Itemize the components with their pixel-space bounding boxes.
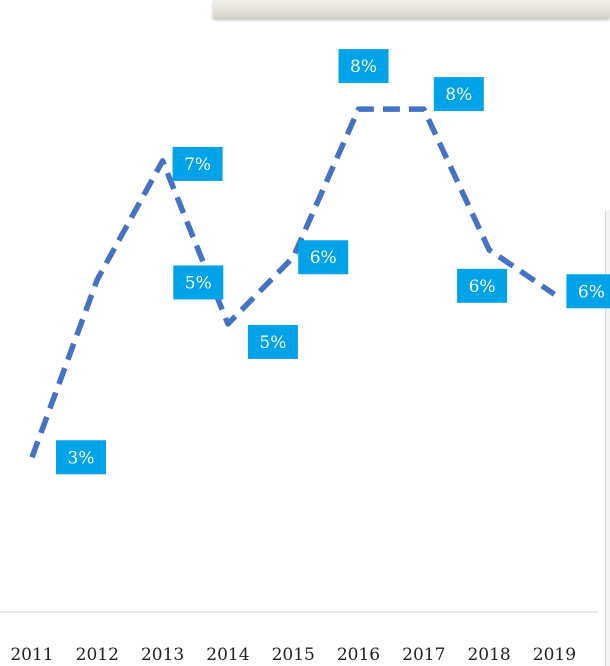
data-label-2011: 3%: [56, 440, 106, 475]
data-label-2013: 7%: [172, 146, 223, 181]
series-line: [29, 106, 556, 459]
x-tick-label-2014: 2014: [206, 645, 249, 665]
data-labels: 3% 5% 7% 5% 6% 8% 8% 6% 6%: [56, 49, 610, 475]
x-tick-label-2013: 2013: [141, 645, 184, 665]
data-label-text: 6%: [310, 248, 337, 268]
background-frame-edge: [605, 210, 610, 666]
x-tick-label-2017: 2017: [402, 645, 445, 665]
data-label-box: [338, 49, 389, 84]
data-label-box: [56, 440, 106, 475]
data-label-text: 5%: [185, 273, 212, 293]
data-label-text: 6%: [469, 277, 496, 297]
data-label-box: [173, 265, 224, 300]
data-label-text: 8%: [445, 85, 472, 105]
data-label-2016: 8%: [338, 49, 389, 84]
data-label-text: 6%: [578, 282, 605, 302]
x-tick-label-2018: 2018: [467, 645, 510, 665]
data-label-text: 8%: [350, 57, 377, 77]
x-tick-labels: 2011 2012 2013 2014 2015 2016 2017 2018 2019: [10, 645, 576, 665]
x-tick-label-2012: 2012: [76, 645, 119, 665]
data-label-2014: 5%: [247, 324, 298, 359]
x-tick-label-2016: 2016: [337, 645, 380, 665]
data-label-text: 7%: [184, 155, 211, 175]
x-tick-label-2015: 2015: [272, 645, 315, 665]
data-label-2015: 6%: [298, 240, 349, 275]
data-label-box: [247, 324, 298, 359]
data-label-box: [433, 77, 484, 112]
data-label-box: [298, 240, 349, 275]
data-label-text: 5%: [259, 333, 286, 353]
x-tick-label-2011: 2011: [10, 645, 53, 665]
data-label-2019: 6%: [566, 274, 610, 309]
background-photo-strip: [213, 0, 610, 18]
data-label-2012: 5%: [173, 265, 224, 300]
data-label-box: [566, 274, 610, 309]
data-label-2018: 6%: [457, 268, 508, 303]
data-label-text: 3%: [68, 448, 95, 468]
data-label-2017: 8%: [433, 77, 484, 112]
data-label-box: [457, 268, 508, 303]
data-label-box: [172, 146, 223, 181]
x-tick-label-2019: 2019: [533, 645, 576, 665]
